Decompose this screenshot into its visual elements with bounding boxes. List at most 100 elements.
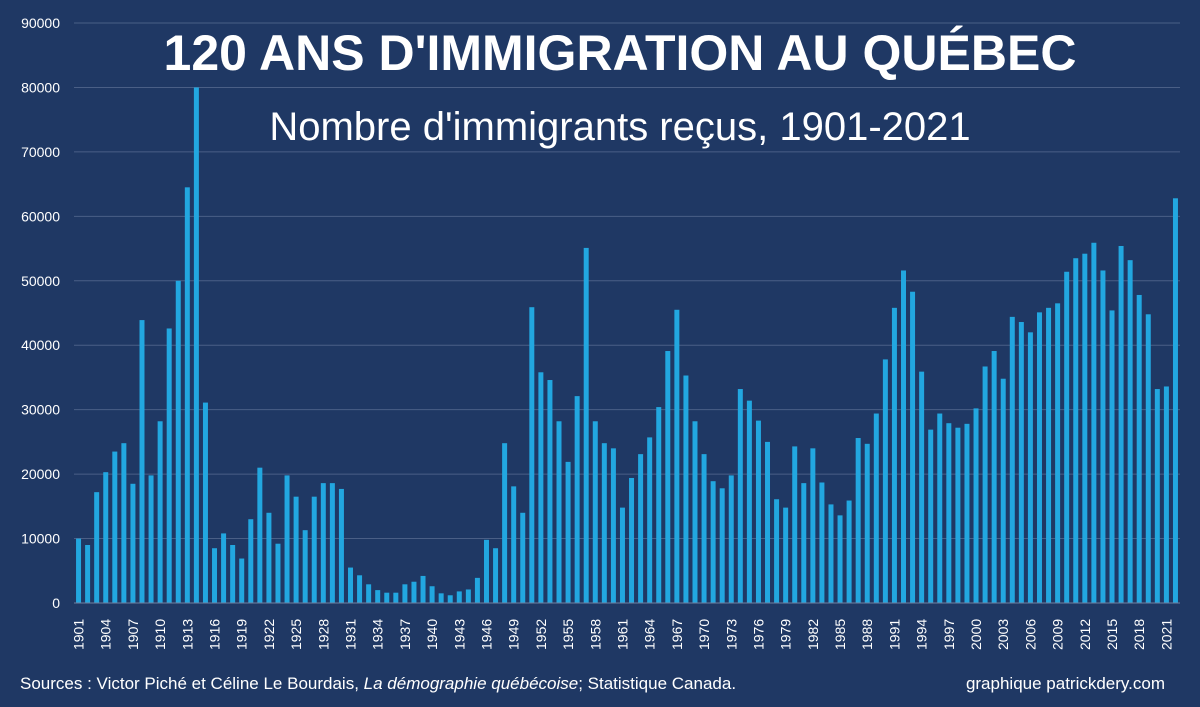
x-tick-label: 1946: [478, 619, 494, 650]
x-tick-label: 1988: [859, 619, 875, 650]
bar-1963: [638, 454, 644, 603]
bar-1970: [701, 454, 707, 603]
x-tick-label: 1937: [397, 619, 413, 650]
bar-1929: [329, 483, 335, 603]
bar-1978: [774, 499, 780, 603]
x-axis-ticks: 1901 1904 1907 1910 1913 1916 1919 1922 1925 1928…: [71, 619, 1175, 650]
bar-1948: [502, 443, 508, 603]
x-tick-label: 1952: [533, 619, 549, 650]
source-note: Sources : Victor Piché et Céline Le Bour…: [20, 674, 736, 693]
bar-2008: [1046, 307, 1052, 603]
bar-1992: [901, 270, 906, 603]
bar-2007: [1036, 312, 1042, 603]
bar-1903: [94, 492, 100, 603]
bar-1941: [438, 593, 444, 603]
y-tick-label: 70000: [21, 144, 60, 160]
bar-1909: [148, 475, 154, 603]
source-prefix: Sources : Victor Piché et Céline Le Bour…: [20, 674, 364, 693]
x-tick-label: 1940: [424, 619, 440, 650]
credit-note: graphique patrickdery.com: [966, 674, 1165, 693]
bar-1950: [520, 512, 526, 603]
bar-1984: [828, 504, 834, 603]
bar-1953: [547, 380, 553, 603]
x-tick-label: 1979: [778, 619, 794, 650]
bar-1967: [674, 309, 680, 603]
bar-1968: [683, 375, 689, 603]
x-tick-label: 1964: [642, 619, 658, 650]
bar-1997: [946, 423, 952, 603]
x-tick-label: 1976: [750, 619, 766, 650]
bar-1980: [792, 446, 798, 603]
bar-1902: [85, 545, 91, 603]
bar-1996: [937, 413, 943, 603]
bar-1919: [239, 558, 245, 603]
x-tick-label: 2009: [1050, 619, 1066, 650]
bar-1942: [447, 595, 453, 603]
bar-1925: [293, 496, 299, 603]
bar-1974: [737, 389, 743, 603]
x-tick-label: 1943: [451, 619, 467, 650]
bar-1940: [429, 586, 435, 603]
bar-1965: [656, 407, 662, 603]
bar-1962: [629, 477, 635, 603]
bar-2006: [1027, 332, 1033, 603]
x-tick-label: 1982: [805, 619, 821, 650]
bar-2015: [1109, 310, 1115, 603]
bar-2012: [1082, 253, 1088, 603]
bar-1926: [302, 530, 308, 603]
bar-2016: [1118, 245, 1124, 604]
bar-1995: [928, 429, 934, 603]
bar-1986: [846, 500, 852, 603]
bar-1907: [130, 483, 136, 603]
bar-1972: [719, 488, 725, 603]
x-tick-label: 1913: [179, 619, 195, 650]
x-tick-label: 2003: [995, 619, 1011, 650]
x-tick-label: 2015: [1104, 619, 1120, 650]
bar-1906: [121, 443, 127, 603]
bar-1973: [728, 475, 734, 603]
bar-2021: [1163, 386, 1169, 603]
y-tick-label: 30000: [21, 402, 60, 418]
bar-1915: [202, 402, 208, 603]
bar-2010: [1064, 271, 1070, 603]
bar-1993: [910, 291, 916, 603]
x-tick-label: 1949: [506, 619, 522, 650]
bar-1923: [275, 543, 281, 603]
bar-1911: [166, 328, 172, 603]
source-italic: La démographie québécoise: [364, 674, 579, 693]
x-tick-label: 1955: [560, 619, 576, 650]
bar-1976: [755, 420, 761, 603]
x-tick-label: 1916: [207, 619, 223, 650]
bar-1952: [538, 372, 544, 603]
bar-1958: [592, 421, 598, 603]
bar-2004: [1009, 316, 1015, 603]
x-tick-label: 1919: [234, 619, 250, 650]
bar-2002: [991, 351, 997, 603]
bar-1985: [837, 515, 843, 603]
x-tick-label: 1961: [614, 619, 630, 650]
source-suffix: ; Statistique Canada.: [578, 674, 736, 693]
bar-1912: [175, 280, 181, 603]
bar-1905: [112, 451, 118, 603]
bar-1908: [139, 320, 145, 603]
bar-1937: [402, 584, 408, 603]
bar-1999: [964, 423, 970, 603]
bars: [76, 87, 1178, 604]
chart-title: 120 ANS D'IMMIGRATION AU QUÉBEC: [164, 25, 1077, 81]
y-tick-label: 0: [52, 595, 60, 611]
bar-1933: [366, 584, 372, 603]
chart-subtitle: Nombre d'immigrants reçus, 1901-2021: [269, 105, 970, 149]
bar-1944: [465, 589, 471, 603]
bar-1936: [393, 592, 399, 603]
bar-1938: [411, 581, 417, 603]
x-tick-label: 1928: [315, 619, 331, 650]
x-tick-label: 1934: [370, 619, 386, 650]
bar-1994: [919, 371, 925, 603]
x-tick-label: 1994: [914, 619, 930, 650]
x-tick-label: 1967: [669, 619, 685, 650]
bar-1932: [357, 575, 363, 603]
bar-1957: [583, 247, 589, 603]
bar-1989: [873, 413, 879, 603]
